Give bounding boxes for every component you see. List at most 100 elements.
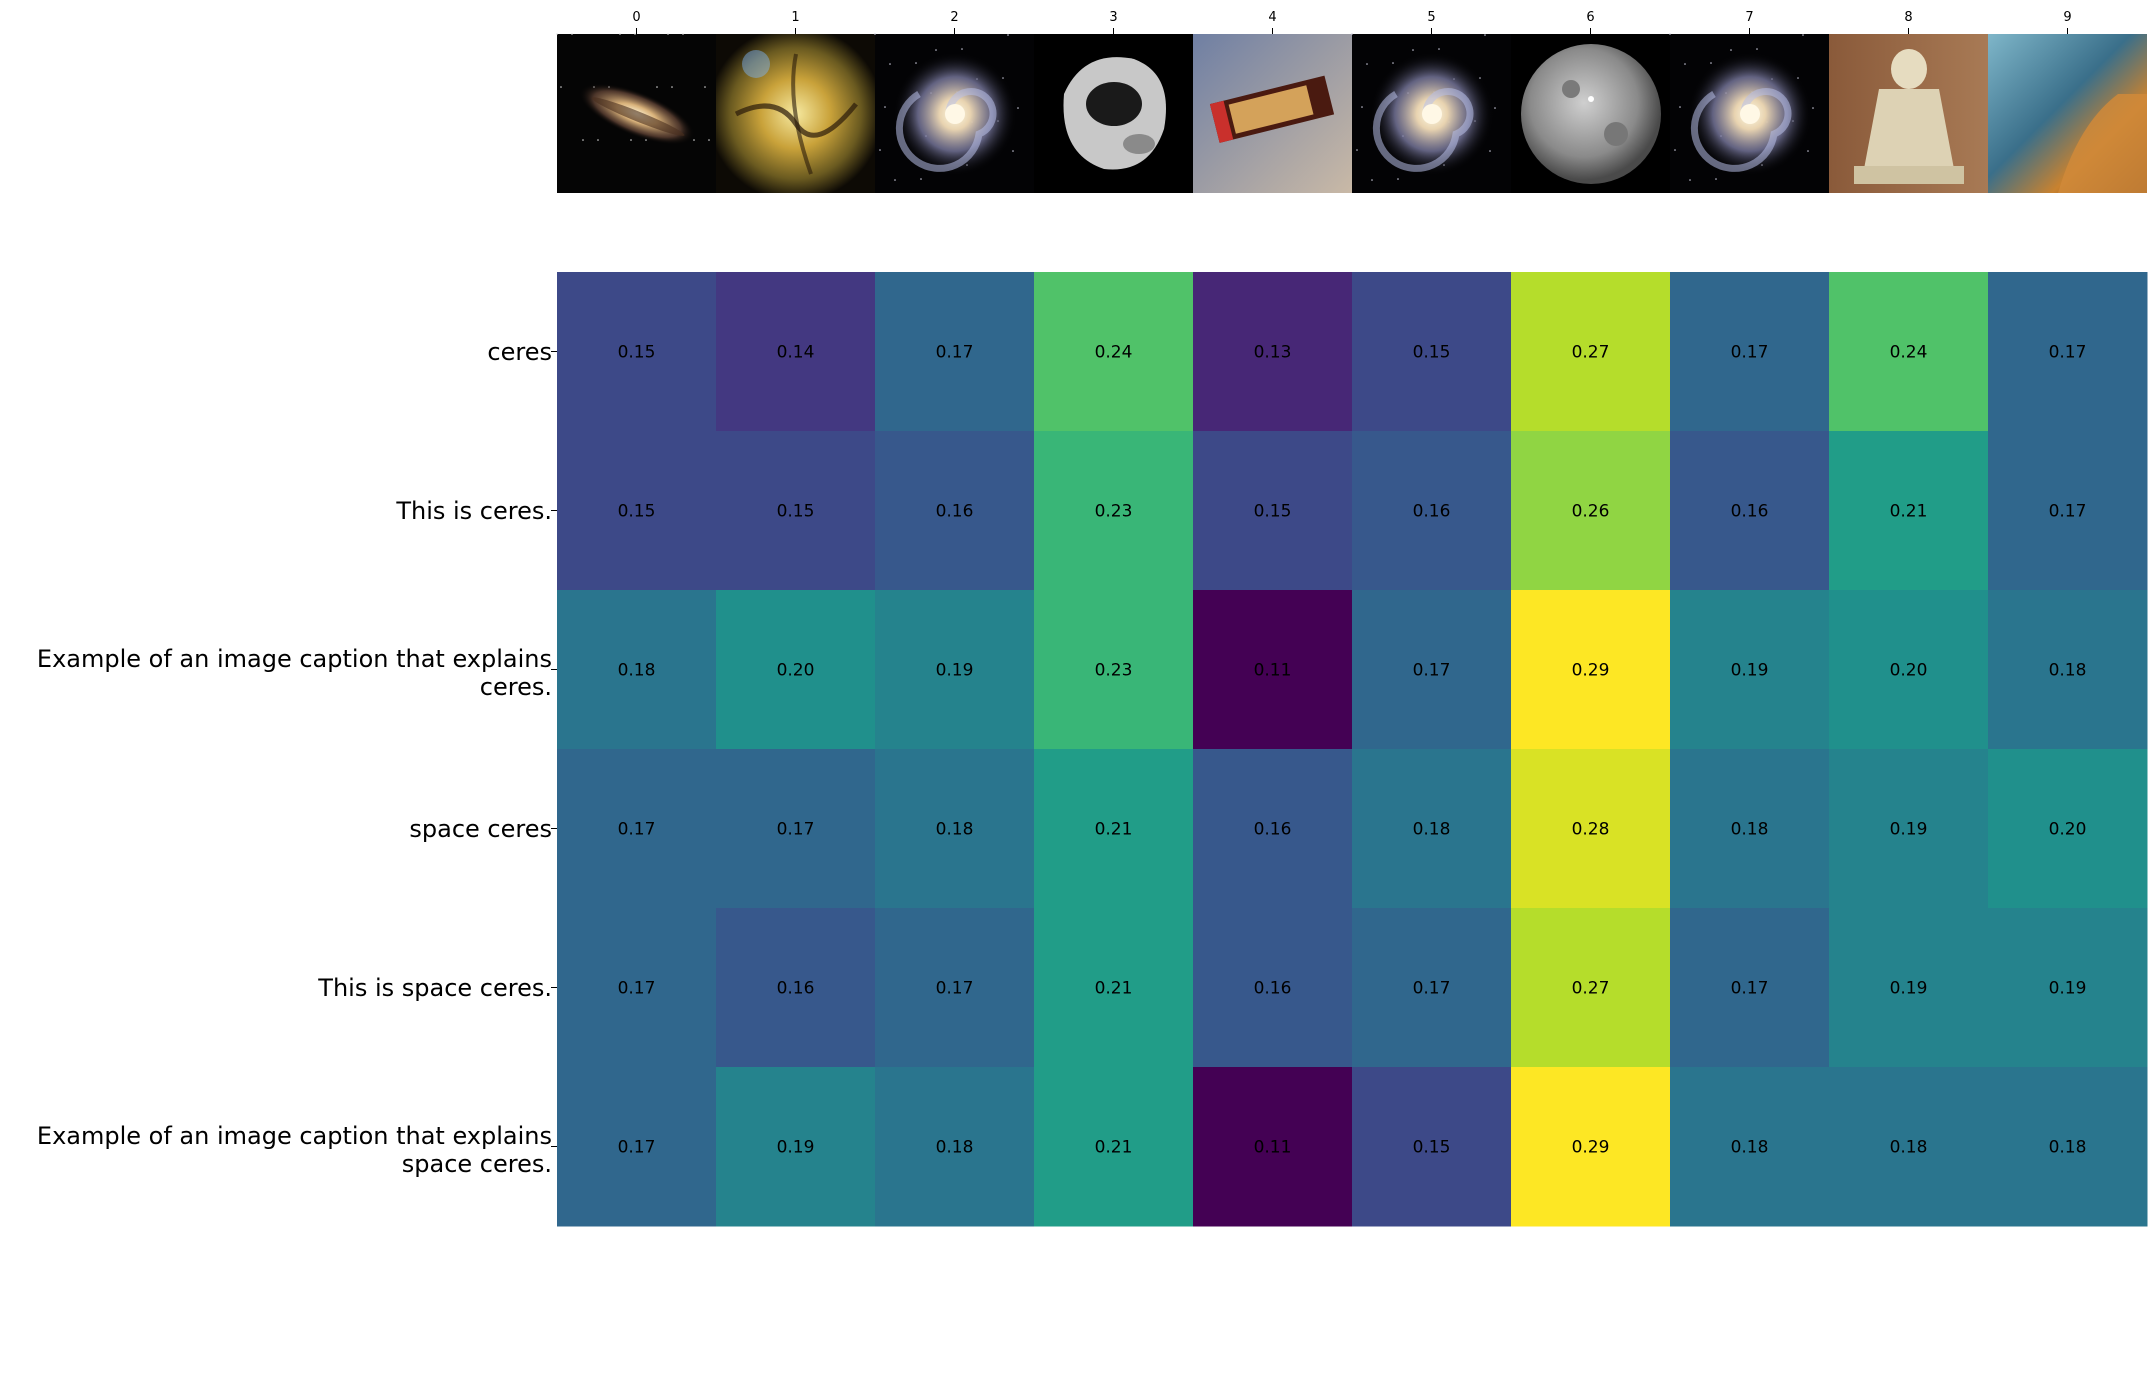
cell-value-label: 0.23 — [1095, 661, 1133, 681]
heatmap-cell — [1988, 749, 2148, 909]
cell-value-label: 0.16 — [777, 979, 815, 999]
heatmap-cell — [1988, 590, 2148, 750]
heatmap-cell — [1511, 1067, 1671, 1227]
cell-value-label: 0.18 — [1413, 820, 1451, 840]
row-label: Example of an image caption that explain… — [37, 1122, 552, 1178]
row-label-line: space ceres — [409, 814, 552, 843]
cell-value-label: 0.17 — [936, 979, 974, 999]
cell-value-label: 0.19 — [777, 1138, 815, 1158]
row-label: space ceres — [409, 815, 552, 843]
nebula-thumbnail — [716, 34, 875, 193]
heatmap-cell — [716, 749, 876, 909]
column-label: 4 — [1268, 10, 1276, 25]
cell-value-label: 0.27 — [1572, 979, 1610, 999]
cell-value-label: 0.18 — [1731, 820, 1769, 840]
cell-value-label: 0.19 — [1890, 979, 1928, 999]
heatmap-cell — [1193, 908, 1353, 1068]
cell-value-label: 0.27 — [1572, 343, 1610, 363]
cell-value-label: 0.17 — [1413, 661, 1451, 681]
heatmap-cell — [1988, 1067, 2148, 1227]
cell-value-label: 0.19 — [2049, 979, 2087, 999]
cell-value-label: 0.29 — [1572, 1138, 1610, 1158]
heatmap-cells: 0.15 0.14 0.17 0.24 0.13 0.15 0.27 0.17 0.24 0.17… — [557, 272, 2148, 1227]
heatmap-cell — [875, 749, 1035, 909]
heatmap-cell — [1988, 908, 2148, 1068]
heatmap-cell — [1670, 1067, 1830, 1227]
heatmap-cell — [875, 590, 1035, 750]
heatmap-cell — [1988, 431, 2148, 591]
cell-value-label: 0.20 — [777, 661, 815, 681]
heatmap-cell — [1670, 749, 1830, 909]
row-label-line: This is ceres. — [396, 496, 552, 525]
cell-value-label: 0.13 — [1254, 343, 1292, 363]
row-label-line: This is space ceres. — [318, 973, 552, 1002]
row-label-line: Example of an image caption that explain… — [36, 644, 552, 673]
heatmap-cell — [1829, 590, 1989, 750]
heatmap-cell — [716, 590, 876, 750]
heatmap-cell — [1034, 749, 1194, 909]
edge-on-galaxy-thumbnail — [556, 33, 716, 193]
cell-value-label: 0.11 — [1254, 1138, 1292, 1158]
heatmap-cell — [875, 272, 1035, 432]
heatmap-cell — [716, 1067, 876, 1227]
cell-value-label: 0.18 — [936, 1138, 974, 1158]
heatmap-cell — [1352, 431, 1512, 591]
cell-value-label: 0.11 — [1254, 661, 1292, 681]
column-label: 5 — [1427, 10, 1435, 25]
cell-value-label: 0.17 — [2049, 502, 2087, 522]
cell-value-label: 0.18 — [2049, 661, 2087, 681]
image-thumbnail-strip — [556, 33, 2147, 193]
heatmap-cell — [557, 431, 717, 591]
cell-value-label: 0.20 — [2049, 820, 2087, 840]
cell-value-label: 0.20 — [1890, 661, 1928, 681]
cell-value-label: 0.17 — [777, 820, 815, 840]
row-label: ceres — [487, 338, 552, 366]
heatmap-cell — [875, 908, 1035, 1068]
cell-value-label: 0.28 — [1572, 820, 1610, 840]
heatmap-cell — [1670, 431, 1830, 591]
heatmap-cell — [1511, 272, 1671, 432]
heatmap-cell — [1511, 431, 1671, 591]
cell-value-label: 0.14 — [777, 343, 815, 363]
heatmap-cell — [875, 431, 1035, 591]
column-label: 6 — [1586, 10, 1594, 25]
cell-value-label: 0.17 — [1413, 979, 1451, 999]
heatmap-cell — [1352, 1067, 1512, 1227]
heatmap-cell — [1670, 272, 1830, 432]
cell-value-label: 0.15 — [1254, 502, 1292, 522]
cell-value-label: 0.21 — [1095, 820, 1133, 840]
column-label: 7 — [1745, 10, 1753, 25]
row-label-line: Example of an image caption that explain… — [36, 1121, 552, 1150]
heatmap-cell — [1193, 1067, 1353, 1227]
cell-value-label: 0.18 — [1731, 1138, 1769, 1158]
row-label-line: space ceres. — [401, 1149, 552, 1178]
row-label: This is space ceres. — [318, 974, 552, 1002]
cell-value-label: 0.15 — [1413, 1138, 1451, 1158]
cell-value-label: 0.17 — [2049, 343, 2087, 363]
cell-value-label: 0.24 — [1095, 343, 1133, 363]
heatmap-cell — [1829, 749, 1989, 909]
cell-value-label: 0.16 — [1254, 820, 1292, 840]
cell-value-label: 0.18 — [2049, 1138, 2087, 1158]
heatmap-cell — [716, 272, 876, 432]
heatmap-cell — [1352, 908, 1512, 1068]
cell-value-label: 0.19 — [1890, 820, 1928, 840]
heatmap-cell — [557, 749, 717, 909]
cell-value-label: 0.16 — [1731, 502, 1769, 522]
row-label-line: ceres. — [479, 672, 552, 701]
cell-value-label: 0.15 — [1413, 343, 1451, 363]
column-label: 1 — [791, 10, 799, 25]
cell-value-label: 0.17 — [936, 343, 974, 363]
heatmap-cell — [1034, 431, 1194, 591]
heatmap-cell — [557, 272, 717, 432]
cell-value-label: 0.18 — [936, 820, 974, 840]
heatmap-cell — [1193, 590, 1353, 750]
heatmap-cell — [1829, 908, 1989, 1068]
column-label: 9 — [2063, 10, 2071, 25]
cell-value-label: 0.23 — [1095, 502, 1133, 522]
heatmap-cell — [1829, 272, 1989, 432]
cell-value-label: 0.15 — [618, 343, 656, 363]
heatmap-cell — [1829, 1067, 1989, 1227]
cell-value-label: 0.24 — [1890, 343, 1928, 363]
